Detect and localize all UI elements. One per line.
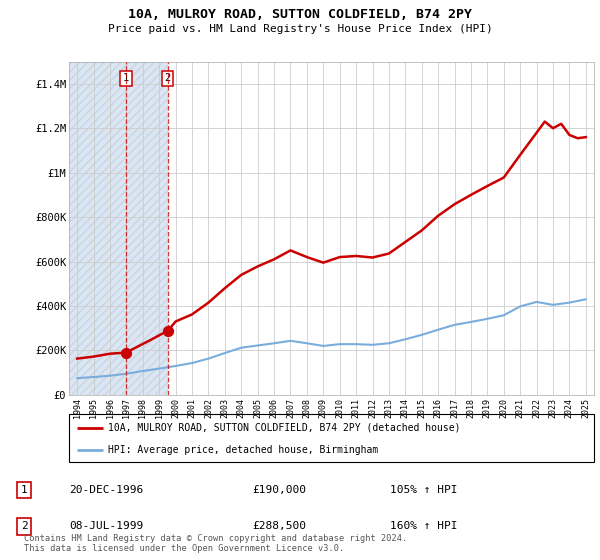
- Text: HPI: Average price, detached house, Birmingham: HPI: Average price, detached house, Birm…: [109, 445, 379, 455]
- Text: £190,000: £190,000: [252, 485, 306, 495]
- Text: £288,500: £288,500: [252, 521, 306, 531]
- Text: Price paid vs. HM Land Registry's House Price Index (HPI): Price paid vs. HM Land Registry's House …: [107, 24, 493, 34]
- Text: 160% ↑ HPI: 160% ↑ HPI: [390, 521, 458, 531]
- Text: Contains HM Land Registry data © Crown copyright and database right 2024.
This d: Contains HM Land Registry data © Crown c…: [24, 534, 407, 553]
- Text: 2: 2: [20, 521, 28, 531]
- Text: 2: 2: [164, 73, 171, 83]
- Bar: [69, 62, 168, 395]
- Text: 20-DEC-1996: 20-DEC-1996: [69, 485, 143, 495]
- Text: 08-JUL-1999: 08-JUL-1999: [69, 521, 143, 531]
- Text: 10A, MULROY ROAD, SUTTON COLDFIELD, B74 2PY: 10A, MULROY ROAD, SUTTON COLDFIELD, B74 …: [128, 8, 472, 21]
- Text: 10A, MULROY ROAD, SUTTON COLDFIELD, B74 2PY (detached house): 10A, MULROY ROAD, SUTTON COLDFIELD, B74 …: [109, 423, 461, 433]
- Point: [121, 348, 131, 357]
- Text: 1: 1: [123, 73, 129, 83]
- Point: [163, 326, 173, 335]
- Text: 1: 1: [20, 485, 28, 495]
- Text: 105% ↑ HPI: 105% ↑ HPI: [390, 485, 458, 495]
